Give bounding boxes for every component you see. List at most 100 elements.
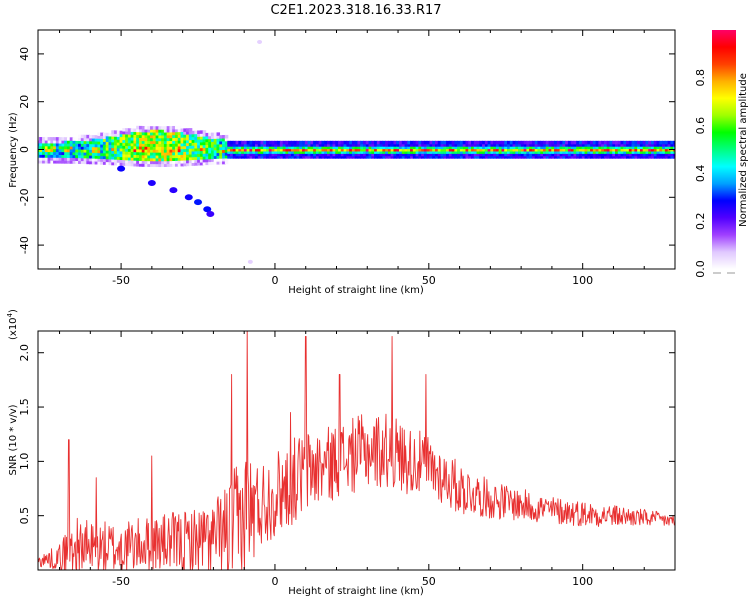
spectrogram-cell <box>664 152 669 157</box>
spectrogram-cell <box>617 148 622 152</box>
spectrogram-cell <box>315 145 320 150</box>
spectrogram-cell <box>180 157 185 161</box>
spectrogram-cell <box>324 140 328 145</box>
spectrogram-cell <box>548 145 553 150</box>
spectrogram-cell <box>304 140 309 145</box>
spectrogram-cell <box>191 133 196 138</box>
spectrogram-cell <box>609 150 613 154</box>
spectrogram-cell <box>493 152 497 157</box>
spectrogram-cell <box>617 152 622 157</box>
spectrogram-cell <box>174 137 179 141</box>
spectrogram-cell <box>540 143 544 147</box>
spectrogram-cell <box>565 152 569 157</box>
spectrogram-cell <box>598 155 602 159</box>
spectrogram-cell <box>263 148 267 152</box>
spectrogram-cell <box>58 142 63 147</box>
spectrogram-cell <box>653 145 658 150</box>
spectrogram-cell <box>288 152 292 157</box>
spectrogram-cell <box>302 143 306 147</box>
spectrogram-cell <box>266 145 270 150</box>
spectrogram-cell <box>432 143 436 147</box>
spectrogram-cell <box>390 150 395 154</box>
spectrogram-cell <box>659 155 663 159</box>
spectrogram-cell <box>147 160 151 165</box>
spectrogram-cell <box>534 148 539 152</box>
spectrogram-cell <box>144 154 149 159</box>
spectrogram-cell <box>554 148 558 152</box>
spectrogram-cell <box>590 155 594 159</box>
spectrogram-cell <box>667 143 672 147</box>
spectrogram-cell <box>152 146 157 150</box>
spectrogram-cell <box>44 142 49 147</box>
spectrogram-cell <box>213 141 218 145</box>
spectrogram-cell <box>570 148 575 152</box>
spectrogram-cell <box>448 143 453 147</box>
spectrogram-cell <box>78 160 82 164</box>
spectrogram-cell <box>199 147 204 152</box>
spectrogram-cell <box>501 143 505 147</box>
spectrogram-cell <box>97 146 101 151</box>
spectrogram-cell <box>125 156 129 161</box>
spectrogram-cell <box>515 148 519 152</box>
spectrogram-cell <box>426 155 431 159</box>
spectrogram-cell <box>606 143 611 147</box>
spectrogram-cell <box>105 150 110 154</box>
spectrogram-cell <box>39 137 43 141</box>
spectrogram-cell <box>454 148 458 152</box>
spectrogram-cell <box>133 142 137 147</box>
spectrogram-cell <box>396 148 400 152</box>
spectrogram-cell <box>651 155 655 159</box>
spectrogram-cell <box>620 150 625 154</box>
spectrogram-cell <box>158 140 162 145</box>
spectrogram-cell <box>38 157 40 161</box>
spectrogram-cell <box>673 143 675 147</box>
spectrogram-cell <box>83 149 88 153</box>
spectrogram-cell <box>529 143 533 147</box>
spectrogram-cell <box>183 148 187 152</box>
spectrogram-cell <box>125 159 129 164</box>
spectrogram-cell <box>523 145 528 150</box>
spectrogram-cell <box>340 150 345 154</box>
spectrogram-cell <box>351 150 356 154</box>
spectrogram-cell <box>662 143 666 147</box>
spectrogram-cell <box>111 133 115 137</box>
spectrogram-cell <box>230 152 234 157</box>
spectrogram-cell <box>141 146 146 150</box>
spectrogram-cell <box>537 150 541 154</box>
spectrogram-cell <box>172 137 176 141</box>
spectrogram-cell <box>268 155 273 159</box>
spectrogram-cell <box>141 131 146 136</box>
spectrogram-cell <box>147 140 151 144</box>
spectrogram-cell <box>44 139 49 144</box>
spectrogram-cell <box>105 161 110 165</box>
spectrogram-cell <box>279 150 284 154</box>
spectrogram-cell <box>230 143 234 147</box>
spectrogram-cell <box>631 148 636 152</box>
spectrogram-cell <box>390 140 395 145</box>
spectrogram-cell <box>551 148 555 152</box>
spectrogram-cell <box>243 150 248 154</box>
spectrogram-cell <box>169 146 173 150</box>
spectrogram-cell <box>664 140 669 145</box>
spectrogram-cell <box>55 157 60 161</box>
spectrogram-cell <box>224 143 229 148</box>
spectrogram-cell <box>415 145 420 150</box>
spectrogram-cell <box>246 143 251 147</box>
spectrogram-cell <box>628 150 633 154</box>
spectrogram-cell <box>111 158 115 163</box>
spectrogram-cell <box>659 145 663 150</box>
spectrogram-cell <box>152 152 157 156</box>
spectrogram-cell <box>169 157 173 162</box>
spectrogram-cell <box>169 160 173 164</box>
spectrogram-cell <box>448 140 453 145</box>
spectrogram-cell <box>548 152 553 157</box>
spectrogram-cell <box>260 152 265 157</box>
spectrogram-cell <box>626 143 630 147</box>
spectrogram-cell <box>66 154 71 158</box>
spectrogram-cell <box>260 155 265 159</box>
spectrogram-cell <box>224 157 229 162</box>
spectrogram-cell <box>277 145 281 150</box>
spectrogram-cell <box>509 150 514 154</box>
spectrogram-cell <box>188 133 193 138</box>
spectrogram-cell <box>183 139 187 144</box>
